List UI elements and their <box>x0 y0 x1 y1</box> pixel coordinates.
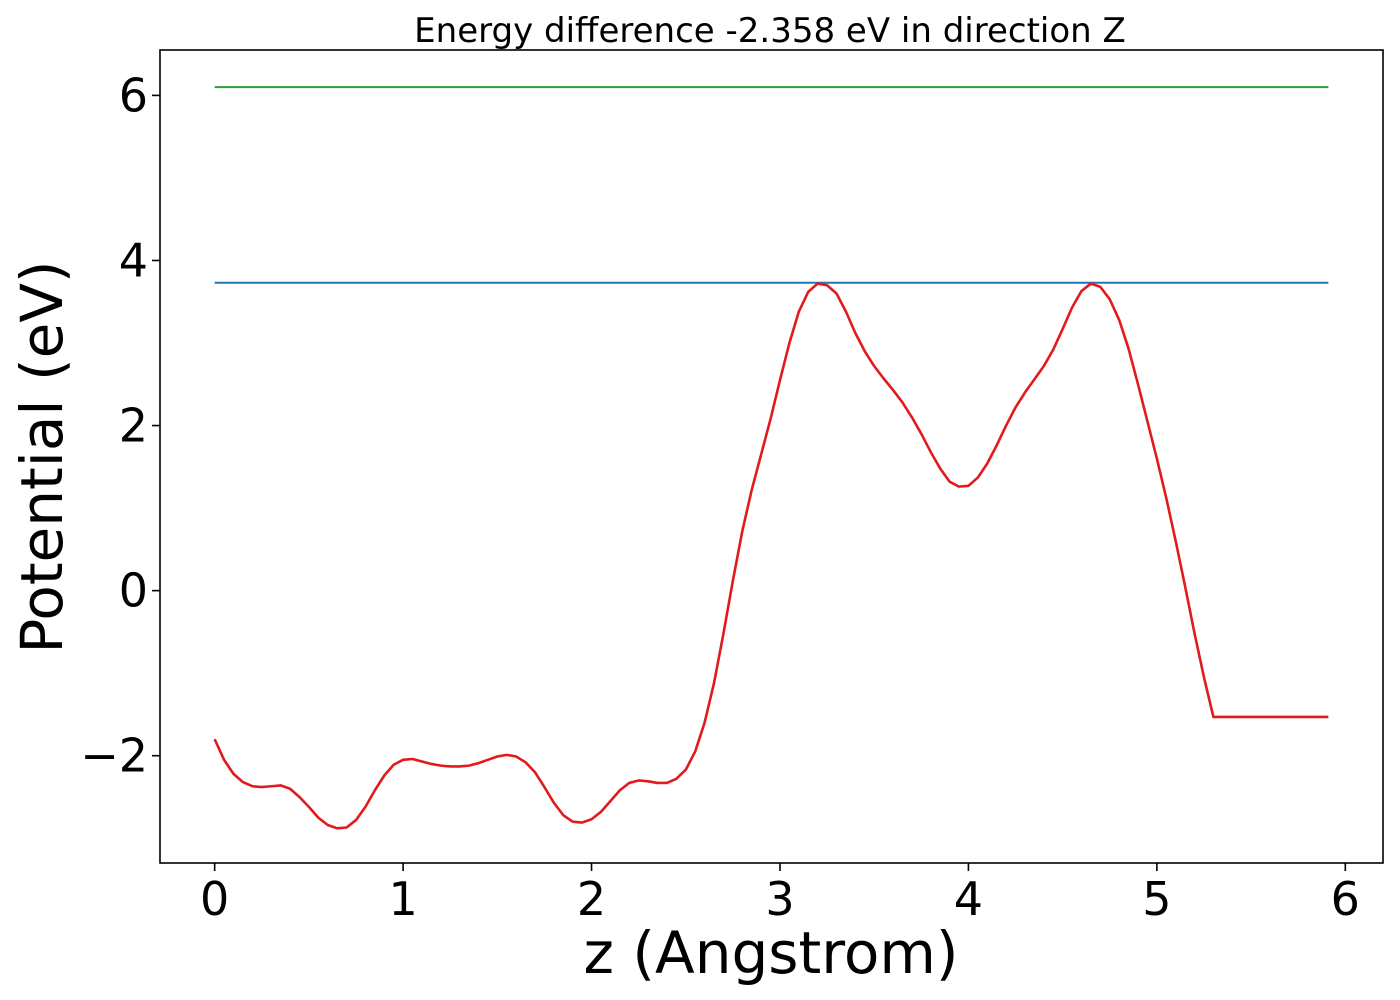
x-axis-ticks: 0 1 2 3 4 5 6 <box>200 863 1360 926</box>
y-tick-label: 2 <box>119 399 148 453</box>
x-tick-label: 4 <box>954 872 983 926</box>
plot-frame <box>159 49 1384 864</box>
series-layer <box>213 86 1329 830</box>
x-tick-label: 6 <box>1331 872 1360 926</box>
x-tick-label: 5 <box>1142 872 1171 926</box>
y-tick-label: 6 <box>119 68 148 122</box>
chart-title: Energy difference -2.358 eV in direction… <box>414 11 1126 51</box>
y-axis-label: Potential (eV) <box>8 260 76 653</box>
y-axis-ticks: −2 0 2 4 6 <box>80 68 160 783</box>
x-tick-label: 1 <box>388 872 417 926</box>
x-tick-label: 3 <box>765 872 794 926</box>
y-tick-label: 4 <box>119 233 148 287</box>
series-line-3 <box>213 282 1329 830</box>
y-tick-label: −2 <box>80 729 148 783</box>
y-tick-label: 0 <box>119 564 148 618</box>
x-tick-label: 0 <box>200 872 229 926</box>
x-tick-label: 2 <box>577 872 606 926</box>
x-axis-label: z (Angstrom) <box>584 919 959 987</box>
